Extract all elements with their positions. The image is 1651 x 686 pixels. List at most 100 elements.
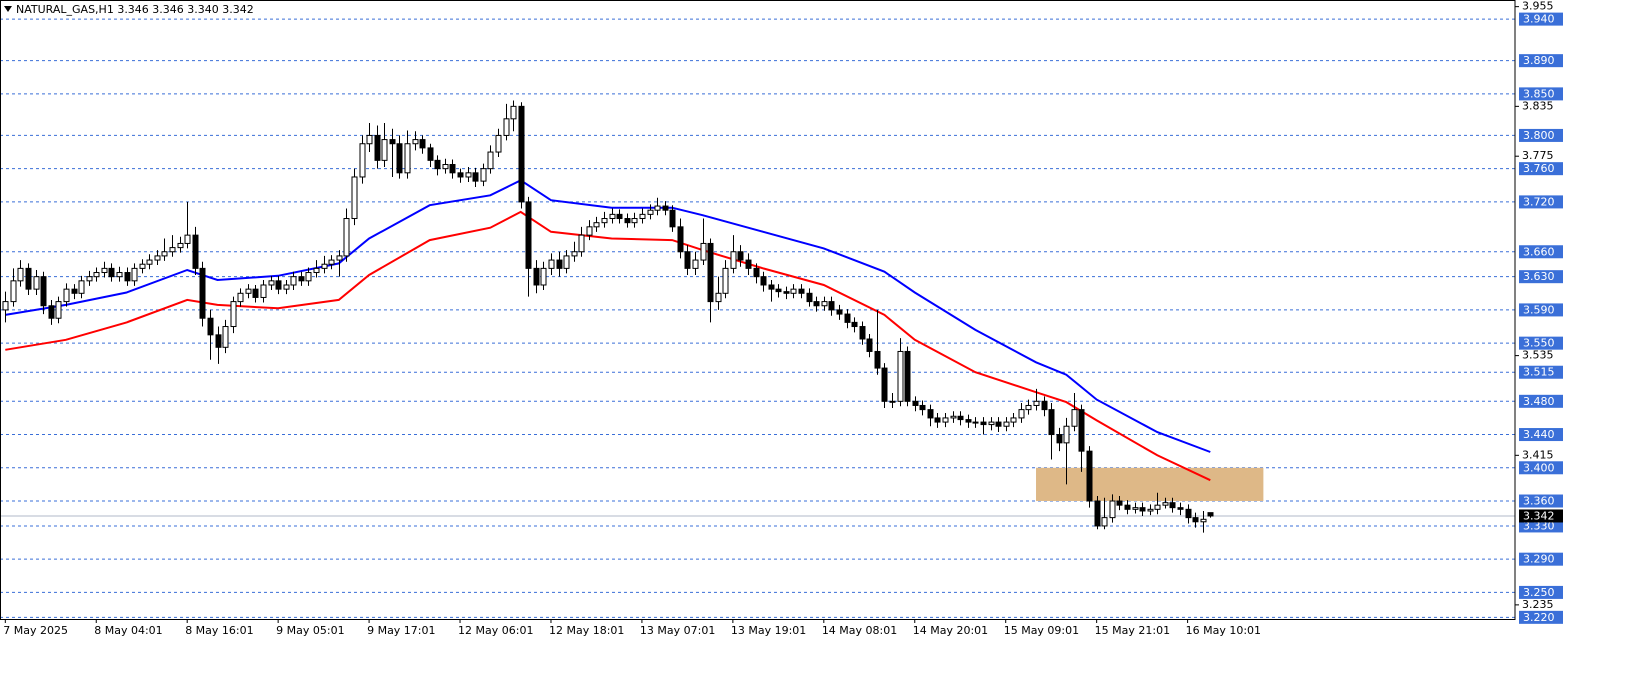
x-tick-label: 9 May 05:01 bbox=[276, 624, 344, 637]
candle-body bbox=[419, 139, 426, 149]
candle-body bbox=[146, 259, 153, 265]
candle-body bbox=[78, 280, 85, 294]
candle-body bbox=[518, 105, 525, 203]
candle-body bbox=[828, 301, 835, 311]
candle-body bbox=[700, 242, 707, 261]
candle-body bbox=[48, 305, 55, 319]
level-label: 3.440 bbox=[1523, 428, 1555, 441]
candle-body bbox=[859, 326, 866, 340]
candle-body bbox=[199, 267, 206, 319]
candle-body bbox=[230, 301, 237, 328]
level-label-box bbox=[1519, 365, 1563, 379]
candle-body bbox=[1018, 409, 1025, 419]
candle-body bbox=[305, 272, 312, 282]
level-label: 3.480 bbox=[1523, 395, 1555, 408]
candle-body bbox=[1071, 409, 1078, 427]
candle-body bbox=[2, 301, 9, 311]
candle-body bbox=[40, 276, 47, 307]
candle-body bbox=[298, 276, 305, 282]
candle-body bbox=[957, 415, 964, 421]
level-label-box bbox=[1519, 245, 1563, 259]
candle-body bbox=[851, 321, 858, 328]
candle-body bbox=[237, 292, 244, 303]
candle-body bbox=[1185, 508, 1192, 519]
candle-body bbox=[1094, 500, 1101, 527]
candle-body bbox=[1147, 508, 1154, 512]
candle-body bbox=[1177, 507, 1184, 510]
y-tick-label: 3.955 bbox=[1522, 0, 1554, 13]
candle-body bbox=[359, 143, 366, 178]
candle-body bbox=[1132, 507, 1139, 510]
candle-body bbox=[760, 276, 767, 286]
y-tick-label: 3.775 bbox=[1522, 149, 1554, 162]
level-label-box bbox=[1519, 12, 1563, 26]
chart-title: NATURAL_GAS,H1 3.346 3.346 3.340 3.342 bbox=[16, 3, 254, 16]
candle-body bbox=[601, 218, 608, 224]
candle-body bbox=[389, 139, 396, 145]
candle-body bbox=[1048, 409, 1055, 436]
candle-body bbox=[1086, 450, 1093, 502]
level-label-box bbox=[1519, 519, 1563, 533]
candle-body bbox=[1162, 502, 1169, 506]
candle-body bbox=[783, 291, 790, 294]
candle-body bbox=[472, 172, 479, 182]
candle-body bbox=[161, 251, 168, 257]
x-tick-label: 15 May 21:01 bbox=[1095, 624, 1170, 637]
level-label-box bbox=[1519, 494, 1563, 508]
candle-body bbox=[874, 350, 881, 369]
candle-body bbox=[1192, 517, 1199, 523]
candle-body bbox=[972, 421, 979, 424]
candle-body bbox=[434, 159, 441, 170]
candle-body bbox=[131, 267, 138, 282]
candle-body bbox=[1207, 512, 1214, 517]
candle-body bbox=[806, 292, 813, 303]
candle-body bbox=[533, 267, 540, 286]
candle-body bbox=[313, 267, 320, 274]
candle-body bbox=[1116, 500, 1123, 506]
candle-body bbox=[1154, 504, 1161, 510]
candle-body bbox=[631, 218, 638, 224]
candle-body bbox=[366, 134, 373, 145]
x-tick-label: 8 May 04:01 bbox=[94, 624, 162, 637]
candle-body bbox=[1078, 409, 1085, 452]
y-tick-label: 3.415 bbox=[1522, 448, 1554, 461]
level-label-box bbox=[1519, 270, 1563, 284]
candle-body bbox=[927, 409, 934, 419]
candle-body bbox=[154, 255, 161, 261]
candle-body bbox=[260, 284, 267, 298]
candle-body bbox=[1041, 400, 1048, 411]
candle-body bbox=[215, 334, 222, 348]
x-tick-label: 16 May 10:01 bbox=[1186, 624, 1261, 637]
level-label: 3.550 bbox=[1523, 337, 1555, 350]
level-label: 3.850 bbox=[1523, 87, 1555, 100]
candle-body bbox=[108, 267, 115, 278]
candle-body bbox=[321, 263, 328, 269]
candle-body bbox=[768, 284, 775, 290]
current-price-label: 3.342 bbox=[1523, 509, 1555, 522]
candle-body bbox=[328, 259, 335, 265]
candle-body bbox=[139, 263, 146, 269]
level-label-box bbox=[1519, 303, 1563, 317]
candle-body bbox=[609, 213, 616, 220]
candle-body bbox=[715, 292, 722, 303]
candle-body bbox=[412, 139, 419, 145]
candle-body bbox=[548, 259, 555, 269]
candle-body bbox=[381, 139, 388, 161]
candle-body bbox=[684, 251, 691, 269]
candle-body bbox=[897, 350, 904, 402]
candle-body bbox=[252, 288, 259, 298]
candle-body bbox=[669, 209, 676, 228]
candle-body bbox=[268, 280, 275, 286]
x-tick-label: 14 May 08:01 bbox=[822, 624, 897, 637]
level-label: 3.940 bbox=[1523, 13, 1555, 26]
ma-line bbox=[5, 179, 1211, 453]
level-label: 3.360 bbox=[1523, 495, 1555, 508]
candle-body bbox=[245, 288, 252, 294]
candle-body bbox=[290, 276, 297, 286]
level-label: 3.630 bbox=[1523, 270, 1555, 283]
candle-body bbox=[556, 259, 563, 269]
candle-body bbox=[55, 301, 62, 319]
candle-body bbox=[71, 288, 78, 294]
